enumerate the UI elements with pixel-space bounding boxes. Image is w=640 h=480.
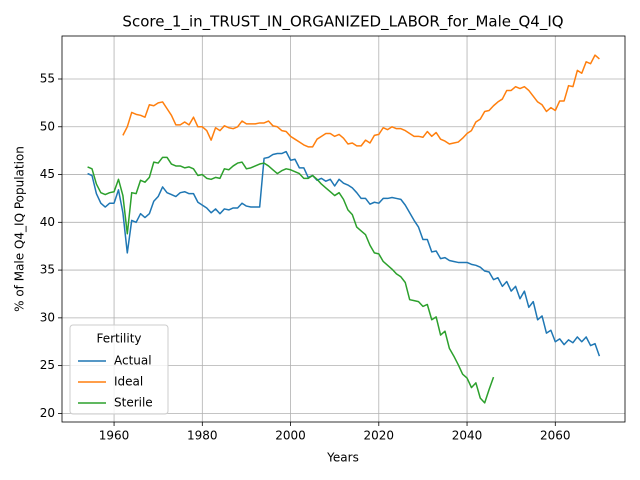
y-axis-label: % of Male Q4_IQ Population [13,146,27,312]
data-line [87,150,601,357]
x-tick-label: 2000 [275,429,306,443]
legend-box [69,324,169,415]
y-tick-label: 45 [40,167,55,181]
x-tick-label: 1960 [99,429,130,443]
y-tick-label: 35 [40,263,55,277]
legend: Fertility Actual Ideal Sterile [69,324,169,415]
y-tick-label: 30 [40,310,55,324]
y-tick-label: 20 [40,406,55,420]
legend-label: Sterile [114,396,153,410]
y-tick-label: 25 [40,358,55,372]
x-axis-label: Years [326,451,359,465]
data-line [87,156,495,404]
x-tick-label: 2020 [364,429,395,443]
plot-frame [61,35,626,423]
x-tick-label: 2040 [452,429,483,443]
y-tick-label: 40 [40,215,55,229]
y-tick-label: 50 [40,119,55,133]
legend-label: Ideal [114,375,143,389]
x-tick-label: 1980 [187,429,218,443]
chart-title: Score_1_in_TRUST_IN_ORGANIZED_LABOR_for_… [122,13,563,32]
legend-label: Actual [114,354,152,368]
y-tick-label: 55 [40,71,55,85]
legend-title: Fertility [96,332,141,346]
data-line [122,54,600,148]
x-tick-label: 2060 [540,429,571,443]
